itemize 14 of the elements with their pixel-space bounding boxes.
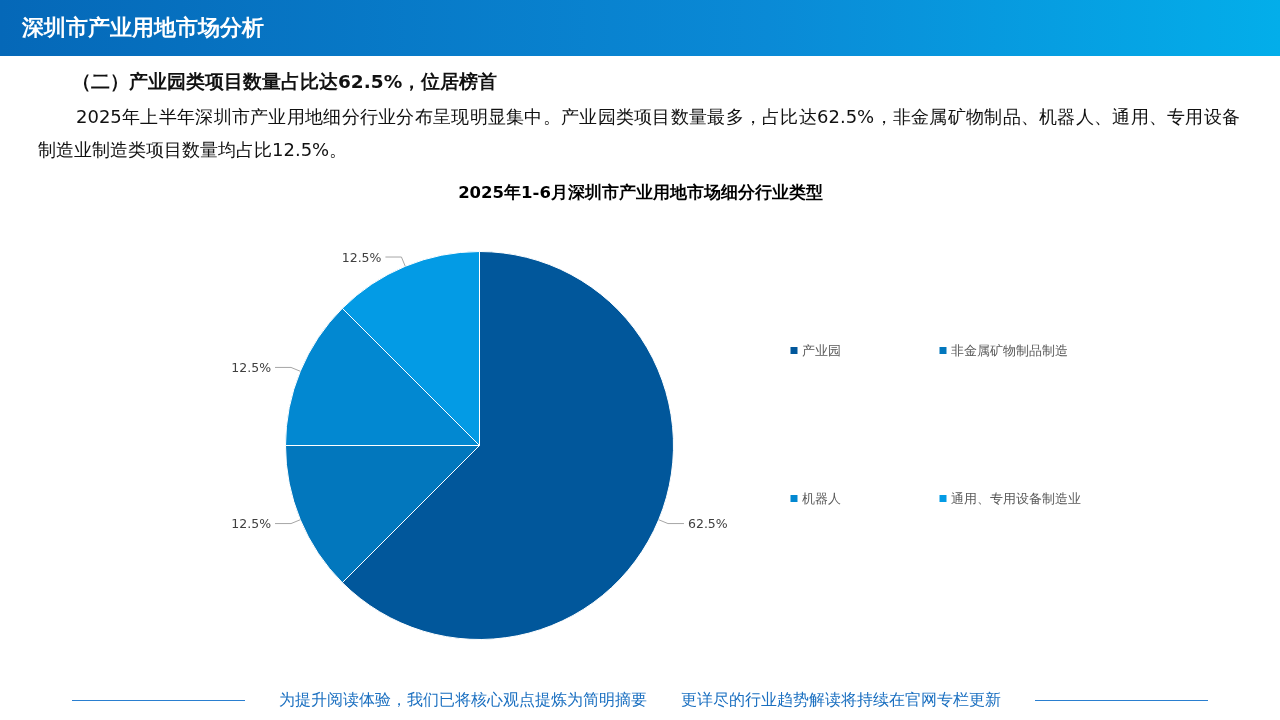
text: 为提升阅读体验，我们已将核心观点提炼为简明摘要 <box>279 688 647 711</box>
text: 更详尽的行业趋势解读将持续在官网专栏更新 <box>681 688 1001 711</box>
text: 2025年上半年深圳市产业用地细分行业分布呈现明显集中。产业园类项目数量最多，占比达62.5%，非金属矿物制品、机器人、通用、专用设备制造业制造类项目数量均占比12.5%。 <box>37 105 1241 162</box>
legend-label: 非金属矿物制品制造 <box>950 343 1068 358</box>
text: 深圳市产业用地市场分析 <box>0 0 1280 56</box>
legend-label: 产业园 <box>801 343 841 358</box>
data-label: 12.5% <box>341 249 382 265</box>
legend-label: 通用、专用设备制造业 <box>950 491 1081 506</box>
data-label: 62.5% <box>687 516 728 532</box>
legend-label: 机器人 <box>801 491 841 506</box>
text: （二）产业园类项目数量占比达62.5%，位居榜首 <box>71 70 499 94</box>
data-label: 12.5% <box>231 516 272 532</box>
data-label: 12.5% <box>231 359 272 375</box>
chart-title: 2025年1-6月深圳市产业用地市场细分行业类型 <box>458 183 823 202</box>
